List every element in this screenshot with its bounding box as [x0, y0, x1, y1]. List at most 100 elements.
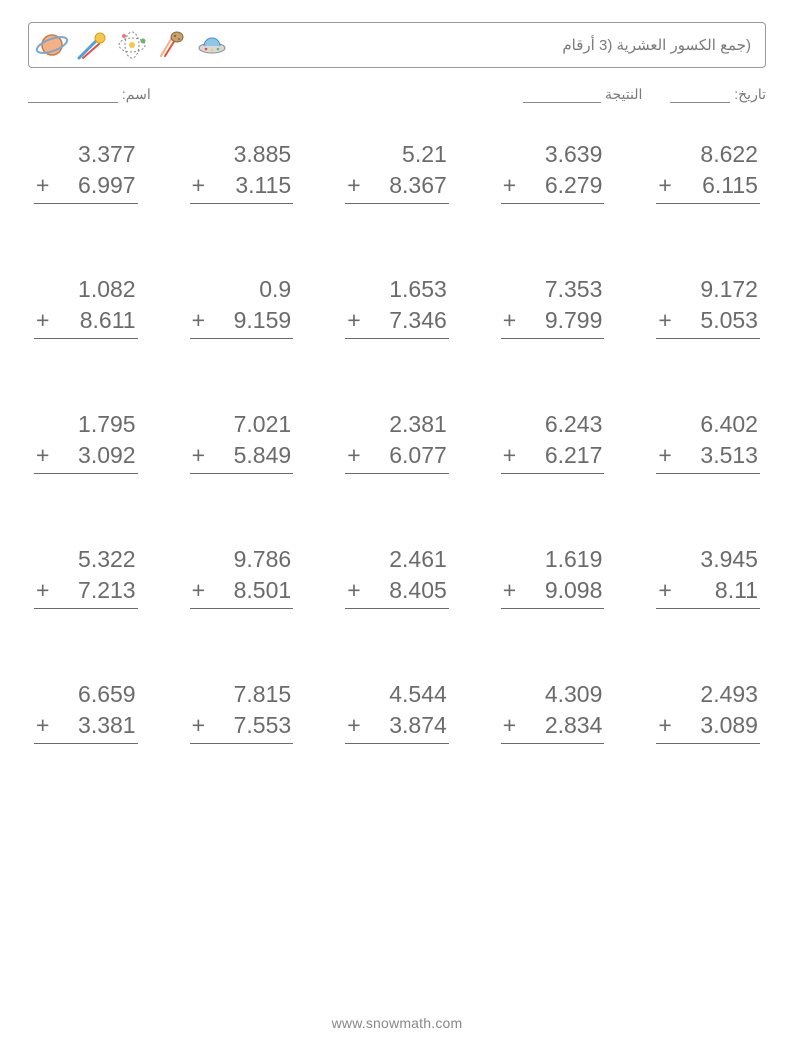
plus-sign: +	[345, 440, 360, 471]
addend-bottom: +7.213	[34, 575, 138, 609]
plus-sign: +	[656, 575, 671, 606]
addend-bottom: +9.159	[190, 305, 294, 339]
name-label: اسم:	[122, 86, 151, 102]
score-blank[interactable]	[523, 89, 601, 103]
date-blank[interactable]	[670, 89, 730, 103]
addend-top: 6.659	[78, 679, 138, 710]
addend-top: 5.21	[402, 139, 449, 170]
addend-bottom-value: 8.611	[80, 307, 136, 333]
plus-sign: +	[501, 305, 516, 336]
addend-bottom-value: 5.053	[700, 307, 758, 333]
addend-bottom: +8.611	[34, 305, 138, 339]
addend-bottom: +3.092	[34, 440, 138, 474]
addend-bottom: +6.279	[501, 170, 605, 204]
plus-sign: +	[345, 575, 360, 606]
addend-bottom: +7.346	[345, 305, 449, 339]
addend-bottom-value: 3.115	[235, 172, 291, 198]
addend-bottom: +5.053	[656, 305, 760, 339]
addition-problem: 6.402+3.513	[656, 409, 760, 474]
addend-bottom: +8.11	[656, 575, 760, 609]
addend-bottom-value: 6.279	[545, 172, 603, 198]
addend-top: 1.619	[545, 544, 605, 575]
addend-bottom: +2.834	[501, 710, 605, 744]
addend-top: 3.639	[545, 139, 605, 170]
addend-top: 9.172	[700, 274, 760, 305]
score-field: النتيجة	[523, 86, 642, 103]
addend-bottom-value: 6.115	[702, 172, 758, 198]
plus-sign: +	[656, 170, 671, 201]
addend-bottom: +5.849	[190, 440, 294, 474]
addend-bottom-value: 7.213	[78, 577, 136, 603]
addend-bottom-value: 8.367	[389, 172, 447, 198]
plus-sign: +	[345, 170, 360, 201]
plus-sign: +	[656, 710, 671, 741]
date-field: تاريخ:	[670, 86, 766, 103]
addition-problem: 9.786+8.501	[190, 544, 294, 609]
worksheet-title: (جمع الكسور العشرية (3 أرقام	[562, 36, 755, 54]
comet-icon	[75, 28, 109, 62]
addition-problem: 0.9+9.159	[190, 274, 294, 339]
addend-bottom-value: 9.098	[545, 577, 603, 603]
addend-bottom: +8.367	[345, 170, 449, 204]
addend-bottom: +6.077	[345, 440, 449, 474]
plus-sign: +	[501, 440, 516, 471]
date-label: تاريخ:	[734, 86, 766, 102]
plus-sign: +	[190, 170, 205, 201]
addend-bottom-value: 5.849	[234, 442, 292, 468]
plus-sign: +	[34, 710, 49, 741]
addition-problem: 3.945+8.11	[656, 544, 760, 609]
plus-sign: +	[34, 575, 49, 606]
addend-bottom: +6.217	[501, 440, 605, 474]
problems-grid: 3.377+6.9973.885+3.1155.21+8.3673.639+6.…	[28, 139, 766, 744]
addend-top: 2.381	[389, 409, 449, 440]
addend-bottom: +6.115	[656, 170, 760, 204]
planet-icon	[35, 28, 69, 62]
addend-bottom-value: 3.092	[78, 442, 136, 468]
addend-bottom: +9.098	[501, 575, 605, 609]
plus-sign: +	[190, 305, 205, 336]
addend-bottom-value: 7.346	[389, 307, 447, 333]
orbit-icon	[115, 28, 149, 62]
addition-problem: 4.309+2.834	[501, 679, 605, 744]
addend-bottom-value: 7.553	[234, 712, 292, 738]
addend-top: 4.544	[389, 679, 449, 710]
addend-bottom: +6.997	[34, 170, 138, 204]
addend-bottom-value: 6.997	[78, 172, 136, 198]
worksheet-header: (جمع الكسور العشرية (3 أرقام	[28, 22, 766, 68]
name-field: اسم:	[28, 86, 151, 103]
addend-bottom: +7.553	[190, 710, 294, 744]
addend-top: 7.353	[545, 274, 605, 305]
addend-top: 5.322	[78, 544, 138, 575]
name-blank[interactable]	[28, 89, 118, 103]
footer-url: www.snowmath.com	[0, 1015, 794, 1031]
addition-problem: 5.21+8.367	[345, 139, 449, 204]
plus-sign: +	[190, 440, 205, 471]
addition-problem: 7.815+7.553	[190, 679, 294, 744]
meta-row: تاريخ: النتيجة اسم:	[28, 86, 766, 103]
addend-top: 1.795	[78, 409, 138, 440]
plus-sign: +	[34, 305, 49, 336]
addend-bottom-value: 6.077	[389, 442, 447, 468]
addend-top: 7.021	[234, 409, 294, 440]
addition-problem: 7.353+9.799	[501, 274, 605, 339]
addition-problem: 2.493+3.089	[656, 679, 760, 744]
plus-sign: +	[345, 305, 360, 336]
addend-top: 6.402	[700, 409, 760, 440]
addition-problem: 7.021+5.849	[190, 409, 294, 474]
addition-problem: 1.082+8.611	[34, 274, 138, 339]
plus-sign: +	[656, 440, 671, 471]
addend-top: 2.461	[389, 544, 449, 575]
addend-bottom-value: 8.405	[389, 577, 447, 603]
addition-problem: 3.885+3.115	[190, 139, 294, 204]
addition-problem: 3.639+6.279	[501, 139, 605, 204]
score-label: النتيجة	[605, 86, 642, 102]
addend-bottom: +9.799	[501, 305, 605, 339]
addend-top: 6.243	[545, 409, 605, 440]
addend-bottom-value: 9.159	[234, 307, 292, 333]
addition-problem: 1.653+7.346	[345, 274, 449, 339]
addition-problem: 6.659+3.381	[34, 679, 138, 744]
addition-problem: 8.622+6.115	[656, 139, 760, 204]
addend-bottom-value: 3.874	[389, 712, 447, 738]
plus-sign: +	[501, 710, 516, 741]
header-icons	[35, 28, 229, 62]
